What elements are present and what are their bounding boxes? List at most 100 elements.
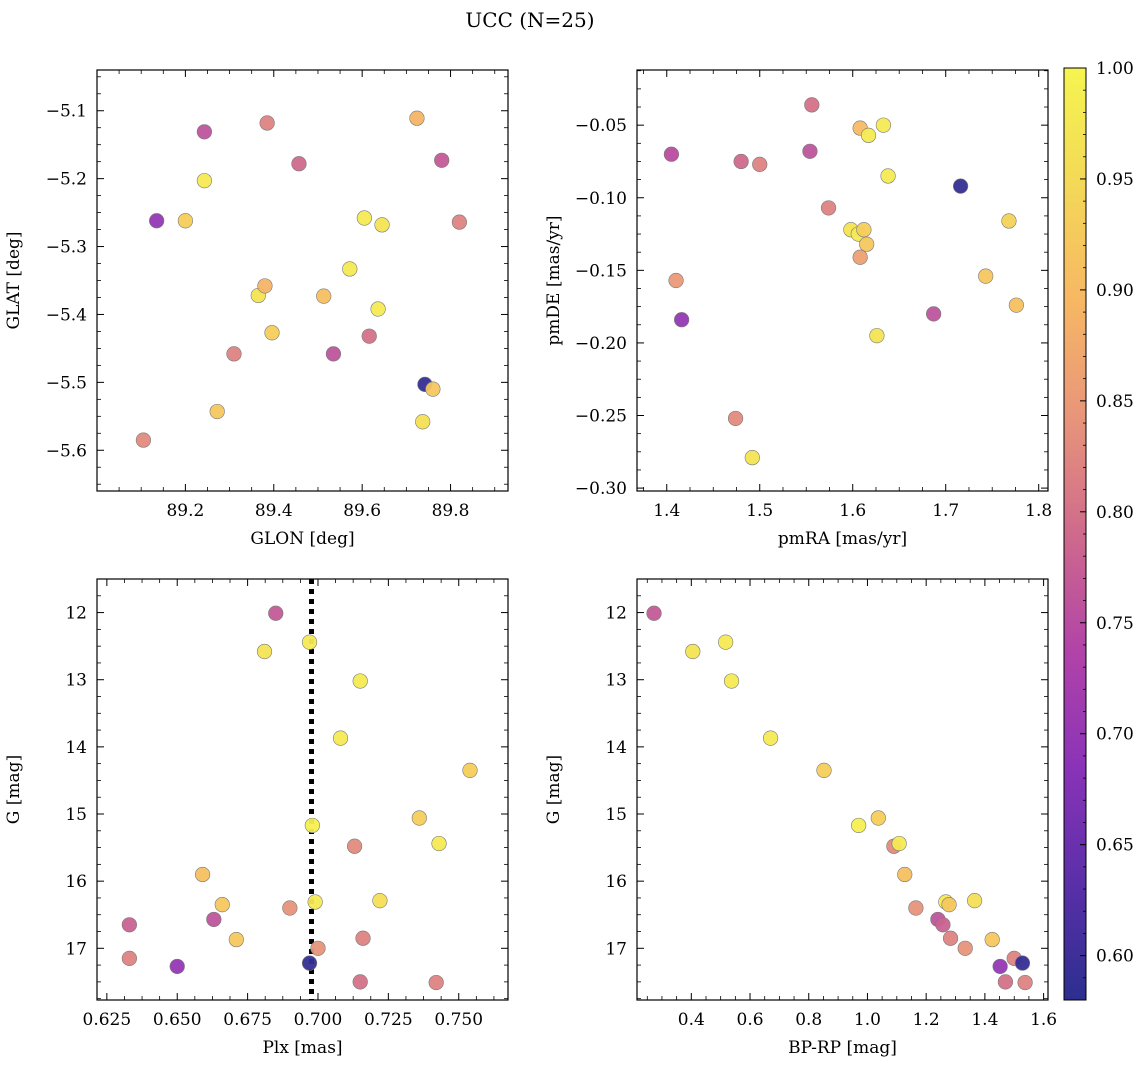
x-axis-label: pmRA [mas/yr] <box>778 529 907 549</box>
data-point <box>869 328 885 344</box>
data-point <box>372 893 388 909</box>
y-tick-label: −5.5 <box>46 373 87 393</box>
figure-title: UCC (N=25) <box>465 8 594 32</box>
y-tick-label: 14 <box>65 738 87 758</box>
x-tick-label: 1.6 <box>1030 1010 1057 1030</box>
x-tick-label: 0.700 <box>294 1010 343 1030</box>
data-point <box>685 643 701 660</box>
data-point <box>935 917 951 933</box>
data-point <box>206 911 222 928</box>
data-point <box>992 958 1008 975</box>
x-tick-label: 0.725 <box>364 1010 413 1030</box>
x-tick-label: 0.4 <box>678 1010 705 1030</box>
data-point <box>897 866 913 883</box>
colorbar-gradient <box>1063 67 1087 1001</box>
x-tick-label: 89.2 <box>166 501 204 521</box>
data-point <box>978 268 994 284</box>
data-point <box>177 213 193 229</box>
data-point <box>727 410 744 427</box>
panel-pmra-pmde: 1.4 1.5 1.6 1.7 1.8 −0.30 −0.25 −0.20 −0.15 −0.10… <box>544 69 1052 549</box>
data-point <box>762 730 779 746</box>
y-tick-label: 16 <box>65 872 87 892</box>
x-tick-label: 0.625 <box>83 1010 132 1030</box>
data-point <box>361 328 377 344</box>
y-tick-label: 13 <box>605 671 627 691</box>
data-point <box>859 236 875 252</box>
y-tick-label: −5.2 <box>46 170 87 190</box>
data-point <box>356 210 372 226</box>
colorbar-tick-label: 0.75 <box>1096 614 1134 634</box>
x-tick-label: 89.8 <box>432 501 470 521</box>
data-point <box>733 153 749 170</box>
data-point <box>370 301 386 317</box>
data-point <box>957 940 973 956</box>
data-point <box>434 152 450 168</box>
y-tick-label: −0.15 <box>575 261 627 281</box>
data-point <box>264 325 280 341</box>
y-tick-label: 12 <box>605 604 627 624</box>
data-point <box>346 838 363 854</box>
x-tick-label: 0.6 <box>737 1010 764 1030</box>
data-point <box>355 930 371 946</box>
plot-frame <box>636 69 1049 492</box>
y-tick-label: 16 <box>605 872 627 892</box>
data-point <box>984 931 1000 948</box>
data-point <box>1014 955 1031 971</box>
y-tick-label: 12 <box>65 604 87 624</box>
data-point <box>409 110 425 126</box>
x-tick-label: 1.4 <box>971 1010 998 1030</box>
data-point <box>718 634 734 650</box>
data-point <box>891 835 907 852</box>
y-tick-label: −0.30 <box>575 479 627 499</box>
data-point <box>425 381 441 397</box>
data-point <box>325 346 342 362</box>
data-point <box>870 810 886 826</box>
x-tick-label: 1.4 <box>653 501 680 521</box>
panel-glon-glat: 89.2 89.4 89.6 89.8 −5.6 −5.5 −5.4 −5.3 −5.2 −5.1… <box>4 69 509 549</box>
x-tick-label: 89.4 <box>255 501 293 521</box>
data-point <box>257 278 273 294</box>
plot-frame <box>96 578 509 1001</box>
data-point <box>952 178 969 194</box>
data-point <box>451 214 467 230</box>
x-axis-label: GLON [deg] <box>250 529 354 549</box>
data-point <box>342 261 358 277</box>
colorbar-tick-label: 0.95 <box>1096 170 1134 190</box>
x-tick-label: 1.5 <box>746 501 773 521</box>
data-point <box>196 124 212 140</box>
data-point <box>1017 974 1033 991</box>
plot-frame <box>96 69 509 492</box>
y-tick-label: −5.3 <box>46 238 87 258</box>
x-axis-label: Plx [mas] <box>262 1038 342 1058</box>
data-point <box>291 156 307 172</box>
data-point <box>860 127 877 143</box>
data-point <box>209 403 225 420</box>
x-tick-label: 1.8 <box>1025 501 1052 521</box>
data-point <box>121 917 137 933</box>
data-point <box>997 974 1014 990</box>
y-tick-label: −0.20 <box>575 334 627 354</box>
data-point <box>752 156 768 172</box>
data-point <box>744 450 760 466</box>
data-point <box>941 897 957 913</box>
data-point <box>259 115 275 131</box>
data-point <box>942 930 959 946</box>
x-tick-label: 89.6 <box>343 501 381 521</box>
data-point <box>926 306 942 322</box>
colorbar-tick-label: 0.70 <box>1096 725 1134 745</box>
x-tick-label: 0.750 <box>434 1010 483 1030</box>
data-point <box>256 643 273 660</box>
data-point <box>856 222 872 238</box>
data-point <box>268 605 284 621</box>
y-tick-label: 15 <box>65 805 87 825</box>
data-point <box>304 817 320 834</box>
data-point <box>196 173 212 189</box>
data-point <box>332 730 349 746</box>
y-tick-label: −0.25 <box>575 407 627 427</box>
data-point <box>301 955 318 971</box>
y-tick-label: 15 <box>605 805 627 825</box>
data-point <box>428 974 444 991</box>
x-tick-label: 0.675 <box>223 1010 272 1030</box>
colorbar-tick-label: 0.90 <box>1096 281 1134 301</box>
